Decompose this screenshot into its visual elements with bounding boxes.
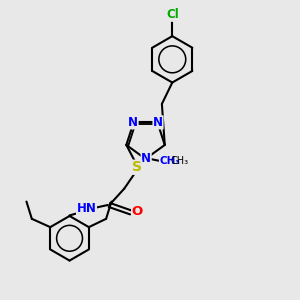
- Text: S: S: [132, 160, 142, 174]
- Text: HN: HN: [76, 202, 96, 215]
- Text: N: N: [153, 116, 163, 129]
- Text: N: N: [128, 116, 138, 129]
- Text: O: O: [132, 205, 143, 218]
- Text: CH₃: CH₃: [159, 156, 180, 166]
- Text: N: N: [141, 152, 151, 165]
- Text: CH₃: CH₃: [170, 156, 189, 166]
- Text: Cl: Cl: [166, 8, 179, 21]
